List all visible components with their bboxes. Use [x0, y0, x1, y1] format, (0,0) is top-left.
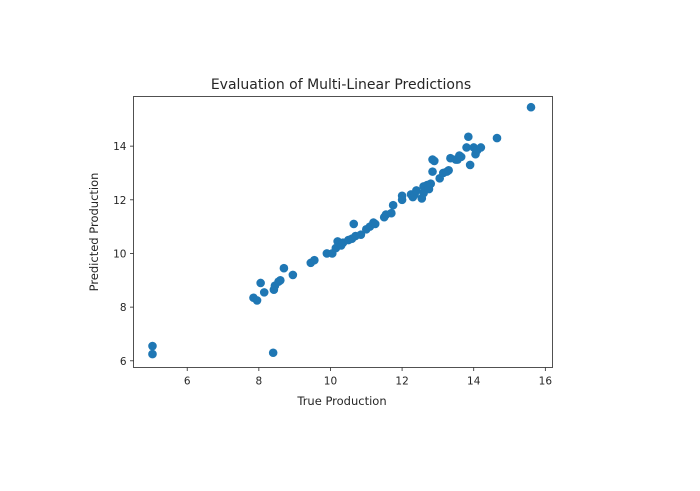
data-point — [279, 263, 289, 273]
y-tick-label: 6 — [120, 356, 127, 368]
x-tick-label: 6 — [184, 376, 191, 388]
x-tick-label: 14 — [467, 376, 481, 388]
x-axis-ticks: 6 8 10 12 14 16 — [184, 367, 553, 388]
data-point — [349, 219, 359, 229]
data-point — [276, 276, 285, 285]
data-point — [259, 288, 269, 297]
data-point — [148, 341, 157, 351]
data-point — [387, 208, 396, 218]
data-point — [256, 278, 265, 288]
data-point — [288, 270, 298, 280]
y-axis-ticks: 6 8 10 12 14 — [113, 141, 134, 368]
x-tick-label: 8 — [255, 376, 262, 388]
plot-area-frame — [133, 96, 553, 368]
y-axis-label: Predicted Production — [87, 173, 101, 292]
x-tick-label: 12 — [395, 376, 408, 388]
data-point — [148, 349, 157, 359]
data-point — [462, 143, 471, 152]
chart-title: Evaluation of Multi-Linear Predictions — [211, 77, 471, 93]
data-point — [526, 102, 536, 112]
data-point — [426, 179, 436, 188]
data-point — [252, 296, 262, 305]
data-point — [492, 133, 502, 143]
data-point — [412, 186, 421, 195]
x-tick-label: 10 — [324, 376, 337, 388]
data-point — [370, 219, 380, 229]
data-point — [456, 152, 466, 162]
y-tick-label: 8 — [120, 302, 127, 314]
data-point — [444, 165, 453, 175]
data-point — [268, 348, 278, 358]
data-point — [476, 143, 486, 152]
y-tick-label: 12 — [113, 195, 126, 207]
x-axis-label: True Production — [296, 394, 386, 408]
data-point — [388, 200, 398, 210]
y-tick-label: 14 — [113, 141, 127, 153]
y-tick-label: 10 — [113, 248, 126, 260]
data-point — [465, 160, 475, 170]
data-points — [148, 102, 536, 359]
data-point — [356, 230, 366, 239]
data-point — [428, 167, 437, 176]
x-tick-label: 16 — [539, 376, 553, 388]
data-point — [464, 132, 473, 142]
data-point — [310, 255, 319, 265]
data-point — [397, 191, 407, 201]
data-point — [428, 155, 437, 164]
